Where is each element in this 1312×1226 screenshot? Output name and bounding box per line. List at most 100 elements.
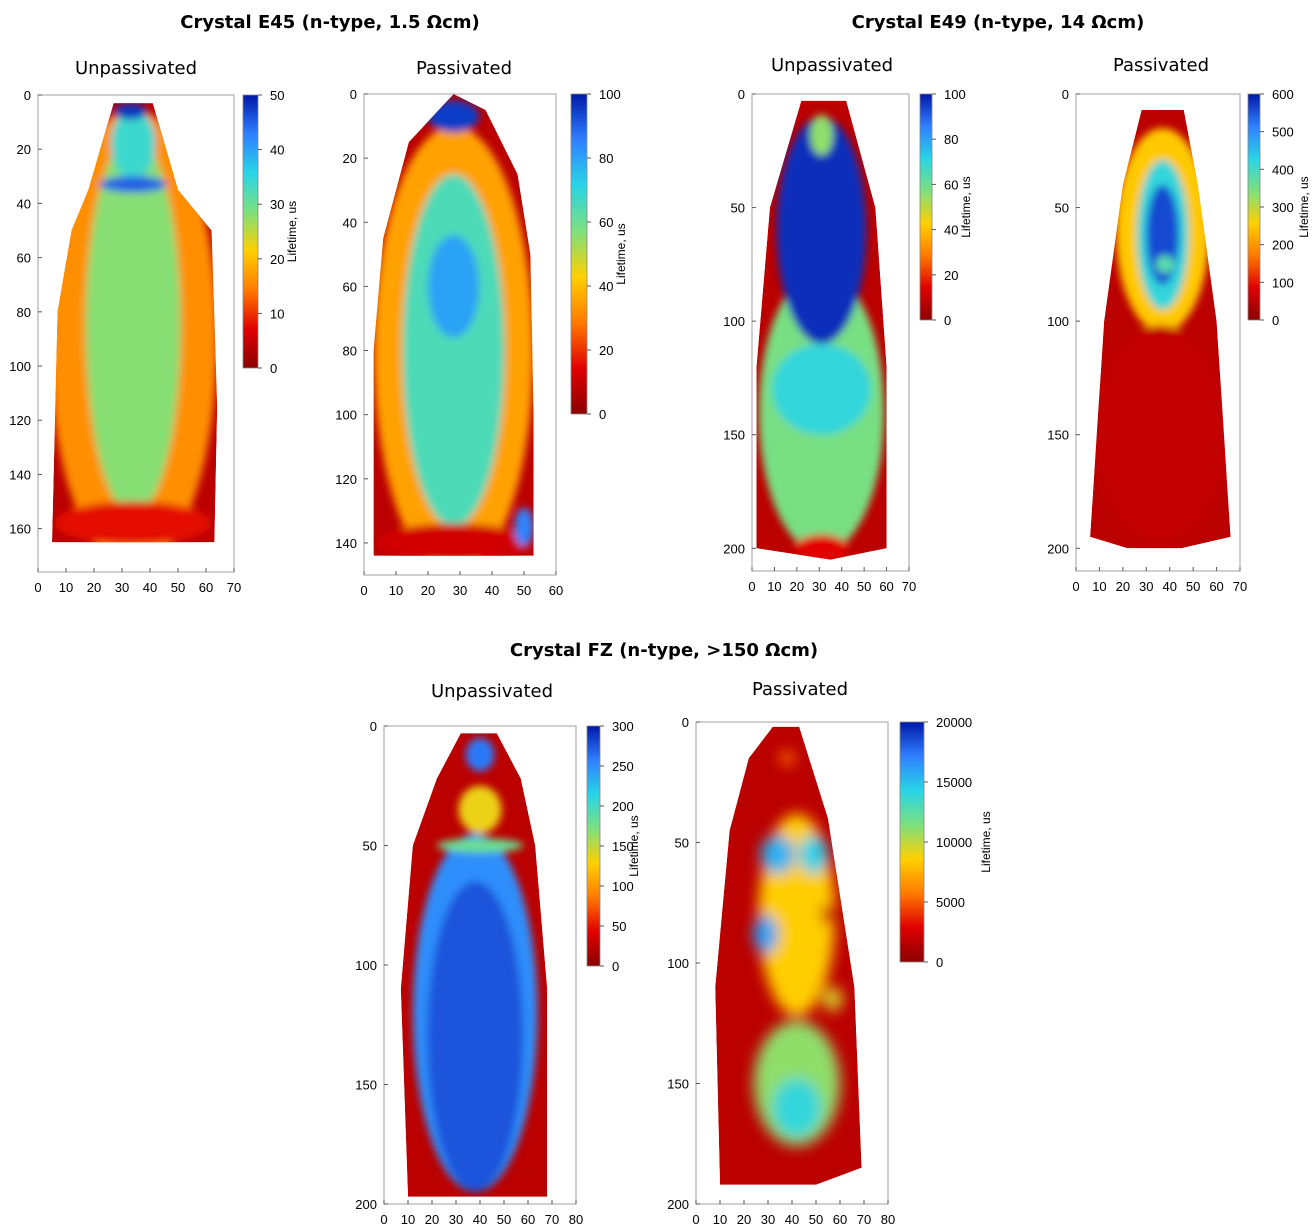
panel-title-fz-passivated: Passivated [751,679,849,700]
colorbar-tick-label: 30 [270,197,284,212]
y-tick-label: 100 [335,408,357,423]
x-tick-label: 0 [748,579,755,594]
lifetime-region [1094,325,1226,544]
x-tick-label: 80 [881,1212,895,1226]
colorbar-label: Lifetime, us [979,811,993,872]
lifetime-region [772,343,871,435]
lifetime-region [427,881,524,1193]
colorbar-tick-label: 150 [612,839,634,854]
y-tick-label: 0 [370,719,377,734]
panel-title-fz-unpassivated: Unpassivated [430,681,554,702]
colorbar-tick-label: 100 [599,87,621,102]
colorbar-tick-label: 60 [599,215,613,230]
x-tick-label: 30 [453,583,467,598]
lifetime-region [794,534,849,560]
x-tick-label: 70 [227,580,241,595]
y-tick-label: 40 [17,196,31,211]
colorbar [242,94,259,369]
heatmap-body [1090,109,1231,549]
x-tick-label: 60 [833,1212,847,1226]
lifetime-region [823,987,843,1012]
lifetime-region [514,507,534,547]
colorbar-tick-label: 600 [1272,87,1294,102]
x-tick-label: 60 [1209,579,1223,594]
group-title-e45: Crystal E45 (n-type, 1.5 Ωcm) [180,12,480,33]
colorbar-tick-label: 20 [270,252,284,267]
x-tick-label: 50 [1186,579,1200,594]
y-tick-label: 50 [675,836,689,851]
y-tick-label: 20 [17,142,31,157]
x-tick-label: 60 [521,1212,535,1226]
x-tick-label: 0 [380,1212,387,1226]
colorbar-label: Lifetime, us [285,201,299,262]
heatmap-body [715,726,862,1185]
x-tick-label: 30 [1139,579,1153,594]
x-tick-label: 10 [1092,579,1106,594]
colorbar-tick-label: 100 [944,87,966,102]
colorbar-tick-label: 500 [1272,125,1294,140]
x-tick-label: 0 [1072,579,1079,594]
y-tick-label: 100 [355,958,377,973]
colorbar-tick-label: 0 [270,361,277,376]
panel-title-e45-passivated: Passivated [415,58,513,79]
x-tick-label: 40 [834,579,848,594]
lifetime-region [1155,255,1175,274]
y-tick-label: 100 [1047,314,1069,329]
y-tick-label: 0 [24,88,31,103]
colorbar-label: Lifetime, us [959,176,973,237]
lifetime-region [436,838,524,853]
x-tick-label: 50 [517,583,531,598]
lifetime-region [772,1078,821,1137]
lifetime-region [465,737,495,772]
lifetime-region [776,116,867,344]
colorbar-tick-label: 0 [936,955,943,970]
heatmap-body [373,94,534,556]
y-tick-label: 0 [682,715,689,730]
lifetime-region [428,100,480,133]
y-tick-label: 200 [1047,541,1069,556]
colorbar-tick-label: 60 [944,177,958,192]
lifetime-region [799,835,828,874]
y-tick-label: 0 [738,87,745,102]
y-tick-label: 150 [355,1078,377,1093]
lifetime-region [780,750,795,766]
y-tick-label: 150 [723,428,745,443]
x-tick-label: 10 [401,1212,415,1226]
x-tick-label: 20 [87,580,101,595]
y-tick-label: 0 [1062,87,1069,102]
y-tick-label: 80 [17,305,31,320]
lifetime-region [376,523,531,556]
x-tick-label: 40 [143,580,157,595]
lifetime-region [428,235,480,338]
lifetime-region [113,103,148,120]
x-tick-label: 50 [809,1212,823,1226]
x-tick-label: 30 [449,1212,463,1226]
group-title-e49: Crystal E49 (n-type, 14 Ωcm) [851,12,1145,33]
x-tick-label: 30 [761,1212,775,1226]
x-tick-label: 60 [549,583,563,598]
lifetime-region [820,905,836,925]
x-tick-label: 20 [1116,579,1130,594]
x-tick-label: 40 [785,1212,799,1226]
colorbar-tick-label: 80 [944,132,958,147]
x-tick-label: 20 [421,583,435,598]
group-title-fz: Crystal FZ (n-type, >150 Ωcm) [509,640,819,661]
colorbar-tick-label: 250 [612,759,634,774]
lifetime-region [99,176,167,193]
colorbar-tick-label: 0 [1272,313,1279,328]
x-tick-label: 40 [485,583,499,598]
x-tick-label: 70 [1233,579,1247,594]
lifetime-region [458,785,502,834]
colorbar-tick-label: 15000 [936,775,972,790]
y-tick-label: 200 [667,1197,689,1212]
heatmap-body [756,100,887,560]
lifetime-region [760,835,795,874]
lifetime-region [110,108,156,180]
lifetime-region [402,174,505,527]
colorbar-tick-label: 40 [944,223,958,238]
colorbar [919,93,933,321]
